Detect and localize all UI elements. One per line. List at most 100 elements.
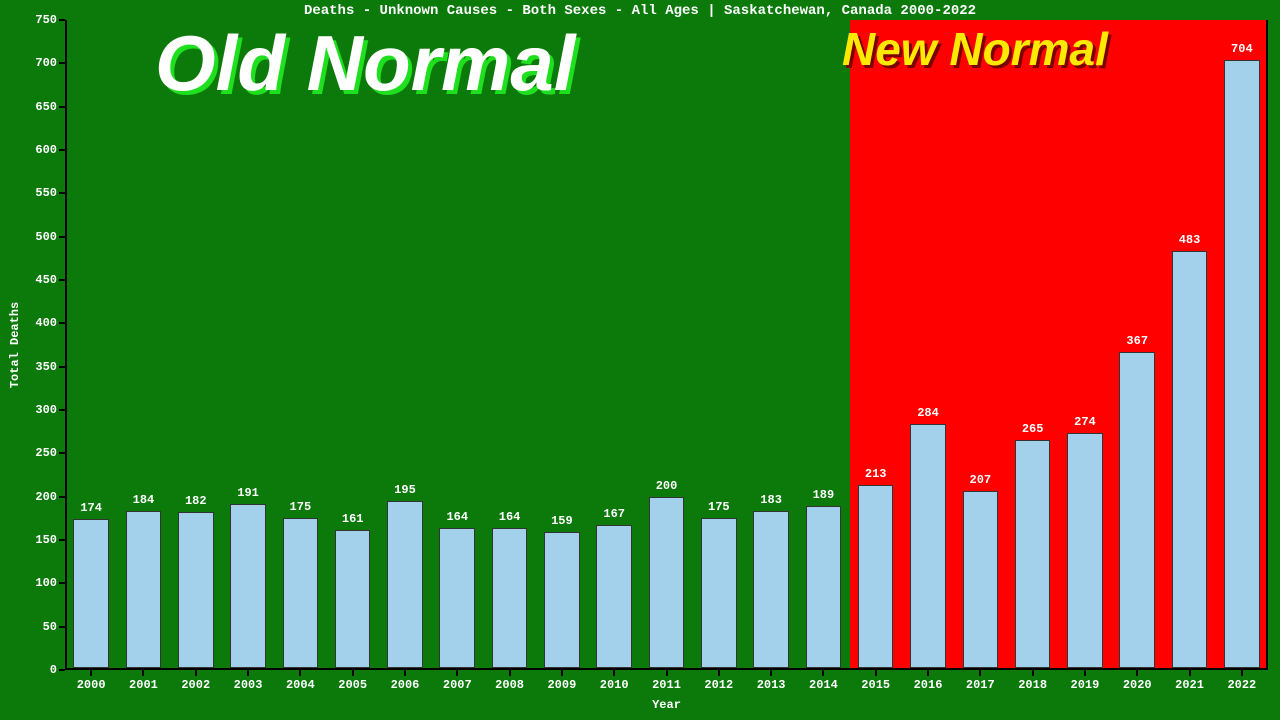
x-tick-label: 2016 xyxy=(914,678,943,692)
bar xyxy=(1172,251,1208,668)
bar-value-label: 184 xyxy=(133,493,155,507)
x-tick-label: 2020 xyxy=(1123,678,1152,692)
bar xyxy=(283,518,319,668)
x-tick xyxy=(666,670,668,676)
x-tick xyxy=(1136,670,1138,676)
x-tick xyxy=(822,670,824,676)
y-tick xyxy=(59,452,65,454)
x-tick-label: 2006 xyxy=(391,678,420,692)
y-tick-label: 250 xyxy=(35,446,57,460)
y-tick-label: 550 xyxy=(35,186,57,200)
bar xyxy=(963,491,999,668)
bar-value-label: 284 xyxy=(917,406,939,420)
bar xyxy=(439,528,475,668)
x-tick xyxy=(979,670,981,676)
overlay-old-normal: Old Normal xyxy=(155,18,575,109)
bar-value-label: 174 xyxy=(80,501,102,515)
bar-value-label: 191 xyxy=(237,486,259,500)
bar xyxy=(178,512,214,668)
x-tick-label: 2014 xyxy=(809,678,838,692)
bar-value-label: 213 xyxy=(865,467,887,481)
x-axis-label: Year xyxy=(652,698,681,712)
x-tick-label: 2008 xyxy=(495,678,524,692)
overlay-new-normal: New Normal xyxy=(842,22,1108,76)
x-tick xyxy=(1084,670,1086,676)
x-tick-label: 2021 xyxy=(1175,678,1204,692)
bar-value-label: 704 xyxy=(1231,42,1253,56)
x-tick xyxy=(613,670,615,676)
bar-value-label: 367 xyxy=(1126,334,1148,348)
x-tick-label: 2011 xyxy=(652,678,681,692)
bar xyxy=(910,424,946,668)
bar xyxy=(1067,433,1103,668)
bar-value-label: 167 xyxy=(603,507,625,521)
bar xyxy=(596,525,632,668)
x-tick xyxy=(875,670,877,676)
y-tick-label: 200 xyxy=(35,490,57,504)
y-tick-label: 0 xyxy=(50,663,57,677)
x-tick-label: 2015 xyxy=(861,678,890,692)
y-tick xyxy=(59,366,65,368)
bar-value-label: 164 xyxy=(446,510,468,524)
x-tick-label: 2017 xyxy=(966,678,995,692)
x-tick xyxy=(299,670,301,676)
x-tick-label: 2019 xyxy=(1071,678,1100,692)
bar xyxy=(806,506,842,668)
x-tick-label: 2000 xyxy=(77,678,106,692)
y-tick xyxy=(59,409,65,411)
y-tick xyxy=(59,149,65,151)
x-tick xyxy=(404,670,406,676)
plot-area xyxy=(65,20,1268,670)
y-tick xyxy=(59,236,65,238)
bar xyxy=(335,530,371,668)
y-tick xyxy=(59,539,65,541)
x-tick xyxy=(1032,670,1034,676)
x-tick-label: 2013 xyxy=(757,678,786,692)
bar xyxy=(492,528,528,668)
x-tick-label: 2022 xyxy=(1227,678,1256,692)
y-tick xyxy=(59,669,65,671)
y-tick-label: 400 xyxy=(35,316,57,330)
x-tick xyxy=(509,670,511,676)
bar-value-label: 159 xyxy=(551,514,573,528)
bar-value-label: 483 xyxy=(1179,233,1201,247)
x-tick-label: 2002 xyxy=(181,678,210,692)
y-tick-label: 300 xyxy=(35,403,57,417)
x-tick-label: 2004 xyxy=(286,678,315,692)
bar-value-label: 182 xyxy=(185,494,207,508)
bar xyxy=(230,504,266,668)
x-tick-label: 2003 xyxy=(234,678,263,692)
y-tick xyxy=(59,582,65,584)
bar xyxy=(126,511,162,668)
y-axis-label: Total Deaths xyxy=(8,302,22,388)
bar xyxy=(649,497,685,668)
y-tick xyxy=(59,626,65,628)
y-tick-label: 150 xyxy=(35,533,57,547)
x-tick xyxy=(927,670,929,676)
y-tick xyxy=(59,19,65,21)
bar xyxy=(701,518,737,668)
bar-value-label: 265 xyxy=(1022,422,1044,436)
x-tick xyxy=(718,670,720,676)
x-tick xyxy=(1189,670,1191,676)
y-tick-label: 350 xyxy=(35,360,57,374)
bar-value-label: 164 xyxy=(499,510,521,524)
bar-value-label: 183 xyxy=(760,493,782,507)
x-tick-label: 2007 xyxy=(443,678,472,692)
bar xyxy=(1015,440,1051,668)
bar-value-label: 200 xyxy=(656,479,678,493)
x-tick xyxy=(90,670,92,676)
bar-value-label: 175 xyxy=(708,500,730,514)
y-tick-label: 100 xyxy=(35,576,57,590)
y-tick-label: 600 xyxy=(35,143,57,157)
x-tick xyxy=(142,670,144,676)
y-tick xyxy=(59,106,65,108)
bar xyxy=(73,519,109,668)
bar xyxy=(1224,60,1260,668)
bar-value-label: 189 xyxy=(813,488,835,502)
x-tick-label: 2005 xyxy=(338,678,367,692)
y-axis-line-right xyxy=(1266,20,1268,670)
x-tick-label: 2001 xyxy=(129,678,158,692)
y-tick xyxy=(59,192,65,194)
bar-value-label: 207 xyxy=(970,473,992,487)
